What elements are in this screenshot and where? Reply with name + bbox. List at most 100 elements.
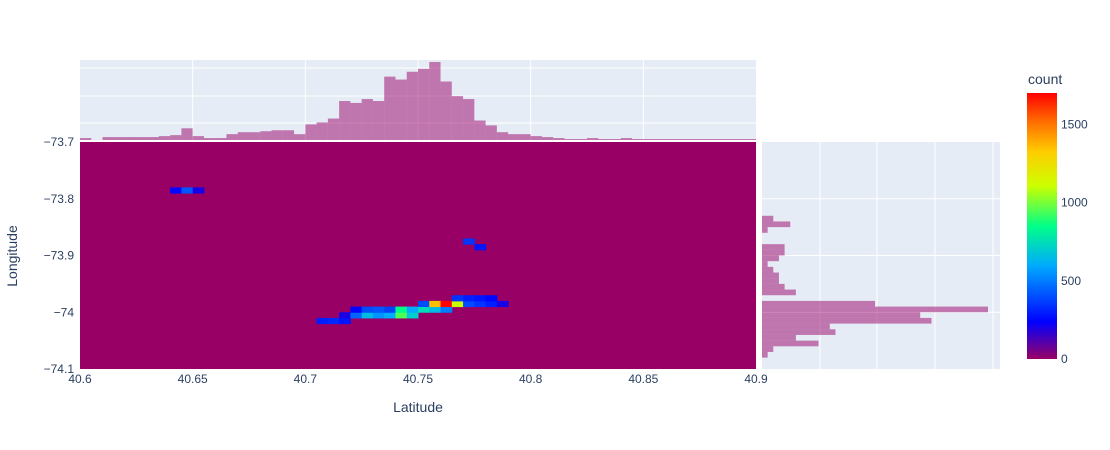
top-histogram-bar — [654, 139, 666, 140]
top-histogram-bar — [181, 128, 193, 140]
top-histogram-bar — [102, 137, 114, 140]
heatmap-cell — [463, 300, 475, 308]
top-histogram-bar — [733, 139, 745, 140]
heatmap-cell — [350, 312, 363, 319]
heatmap-cell — [327, 317, 340, 325]
x-tick-label: 40.9 — [744, 372, 768, 386]
y-axis-ticks: −73.7 −73.8 −73.9 −74 −74.1 — [44, 135, 75, 376]
top-marginal-bars — [80, 62, 756, 140]
top-histogram-bar — [632, 139, 644, 140]
heatmap-cell — [339, 312, 351, 319]
heatmap-cells — [170, 187, 509, 325]
top-histogram-bar — [305, 124, 317, 140]
heatmap-cell — [372, 312, 385, 319]
top-histogram-bar — [598, 139, 610, 140]
top-histogram-bar — [451, 96, 464, 140]
top-histogram-bar — [339, 101, 351, 140]
heatmap-cell — [316, 317, 329, 325]
top-histogram-bar — [113, 137, 126, 140]
top-histogram-bar — [260, 131, 272, 140]
right-histogram-bar — [762, 351, 768, 358]
right-histogram-bar — [762, 329, 836, 335]
top-histogram-bar — [136, 137, 148, 140]
top-histogram-bar — [587, 138, 599, 140]
heatmap-cell — [350, 306, 363, 313]
heatmap-cell — [361, 306, 374, 313]
top-histogram-bar — [530, 136, 542, 140]
top-histogram-bar — [271, 130, 283, 140]
x-axis-ticks: 40.6 40.65 40.7 40.75 40.8 40.85 40.9 — [68, 372, 768, 386]
right-histogram-bar — [762, 346, 774, 352]
right-histogram-bar — [762, 278, 779, 284]
top-histogram-bar — [474, 120, 486, 140]
top-histogram-bar — [237, 132, 249, 140]
heatmap-cell — [474, 295, 487, 302]
y-tick-label: −73.9 — [44, 249, 75, 263]
heatmap-cell — [440, 306, 453, 313]
heatmap-cell — [485, 295, 498, 302]
heatmap-cell — [418, 306, 430, 313]
heatmap-cell — [372, 306, 385, 313]
right-histogram-bar — [762, 249, 785, 256]
heatmap-cell — [463, 295, 475, 302]
top-histogram-bar — [508, 134, 520, 140]
colorbar-tick-label: 1500 — [1061, 117, 1088, 131]
heatmap-cell — [406, 306, 419, 313]
right-histogram-bar — [762, 221, 791, 228]
right-histogram-bar — [762, 317, 932, 324]
top-histogram-bar — [677, 139, 689, 140]
x-tick-label: 40.6 — [68, 372, 92, 386]
y-tick-label: −73.7 — [44, 135, 75, 149]
top-histogram-bar — [519, 134, 531, 140]
top-histogram-bar — [350, 102, 362, 140]
top-histogram-bar — [282, 130, 295, 140]
heatmap-cell — [496, 300, 509, 308]
heatmap-cell — [474, 244, 487, 251]
top-histogram-bar — [496, 132, 509, 140]
top-histogram-bar — [203, 138, 216, 140]
heatmap-cell — [474, 300, 487, 308]
top-histogram-bar — [361, 99, 373, 140]
right-marginal-bars — [762, 215, 988, 358]
right-histogram-bar — [762, 334, 796, 341]
heatmap-cell — [384, 312, 396, 319]
top-histogram-bar — [316, 122, 328, 140]
right-histogram-bar — [762, 323, 830, 330]
top-histogram-bar — [327, 118, 340, 140]
heatmap-cell — [429, 306, 442, 313]
top-histogram-bar — [564, 139, 576, 140]
heatmap-cell — [451, 295, 464, 302]
top-histogram-bar — [575, 139, 587, 140]
top-histogram-bar — [80, 138, 92, 140]
top-histogram-bar — [418, 68, 430, 140]
colorbar-tick-label: 1000 — [1061, 196, 1088, 210]
top-histogram-bar — [722, 139, 734, 140]
top-histogram-bar — [744, 139, 756, 140]
top-histogram-bar — [226, 134, 238, 140]
top-histogram-bar — [688, 139, 700, 140]
right-histogram-bar — [762, 289, 796, 296]
right-histogram-bar — [762, 244, 785, 250]
colorbar-title: count — [1028, 71, 1062, 87]
colorbar-tick-label: 500 — [1061, 274, 1081, 288]
top-histogram-bar — [440, 81, 452, 140]
top-histogram-bar — [147, 137, 159, 140]
top-histogram-bar — [429, 62, 441, 140]
heatmap-cell — [339, 317, 351, 325]
top-histogram-bar — [643, 139, 655, 140]
right-histogram-bar — [762, 340, 819, 347]
heatmap-cell — [170, 187, 182, 194]
y-tick-label: −74.1 — [44, 362, 75, 376]
heatmap-cell — [192, 187, 205, 194]
top-histogram-bar — [294, 134, 306, 140]
x-tick-label: 40.75 — [403, 372, 433, 386]
right-histogram-bar — [762, 227, 768, 233]
x-tick-label: 40.8 — [519, 372, 543, 386]
top-histogram-bar — [699, 139, 711, 140]
top-histogram-bar — [541, 137, 554, 140]
top-histogram-bar — [485, 125, 497, 140]
top-histogram-bar — [192, 136, 204, 140]
right-histogram-bar — [762, 261, 768, 267]
heatmap-cell — [181, 187, 194, 194]
